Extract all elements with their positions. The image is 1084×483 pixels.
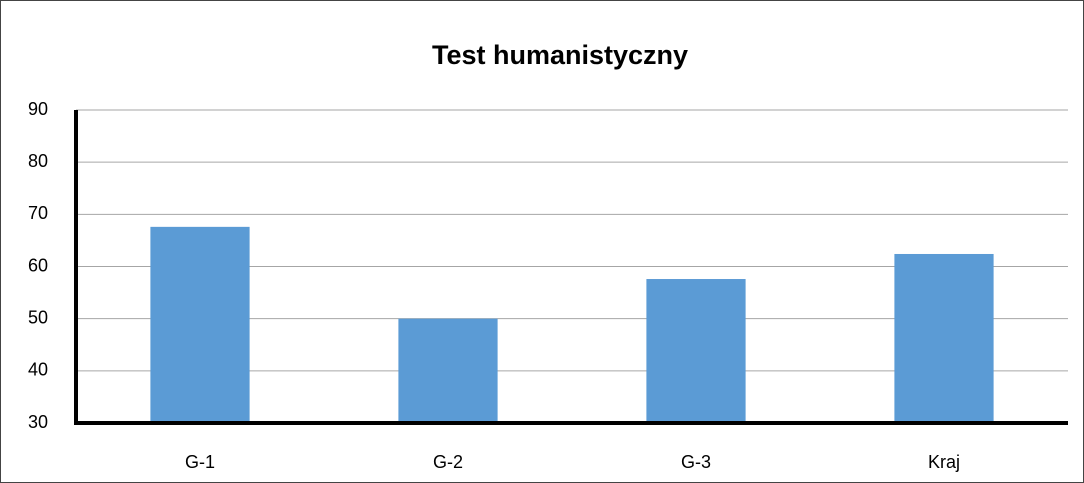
y-tick-label: 40 (28, 360, 48, 380)
chart-title: Test humanistyczny (432, 40, 688, 70)
bar (150, 226, 250, 423)
y-tick-label: 60 (28, 255, 48, 275)
y-tick-label: 90 (28, 99, 48, 119)
x-tick-label: Kraj (928, 452, 960, 472)
x-tick-label: G-1 (185, 452, 215, 472)
y-tick-label: 50 (28, 307, 48, 327)
x-tick-label: G-2 (433, 452, 463, 472)
bar (894, 253, 994, 423)
y-tick-label: 70 (28, 203, 48, 223)
x-tick-label: G-3 (681, 452, 711, 472)
y-tick-label: 80 (28, 151, 48, 171)
bar (398, 318, 498, 423)
y-tick-label: 30 (28, 412, 48, 432)
bar (646, 279, 746, 423)
